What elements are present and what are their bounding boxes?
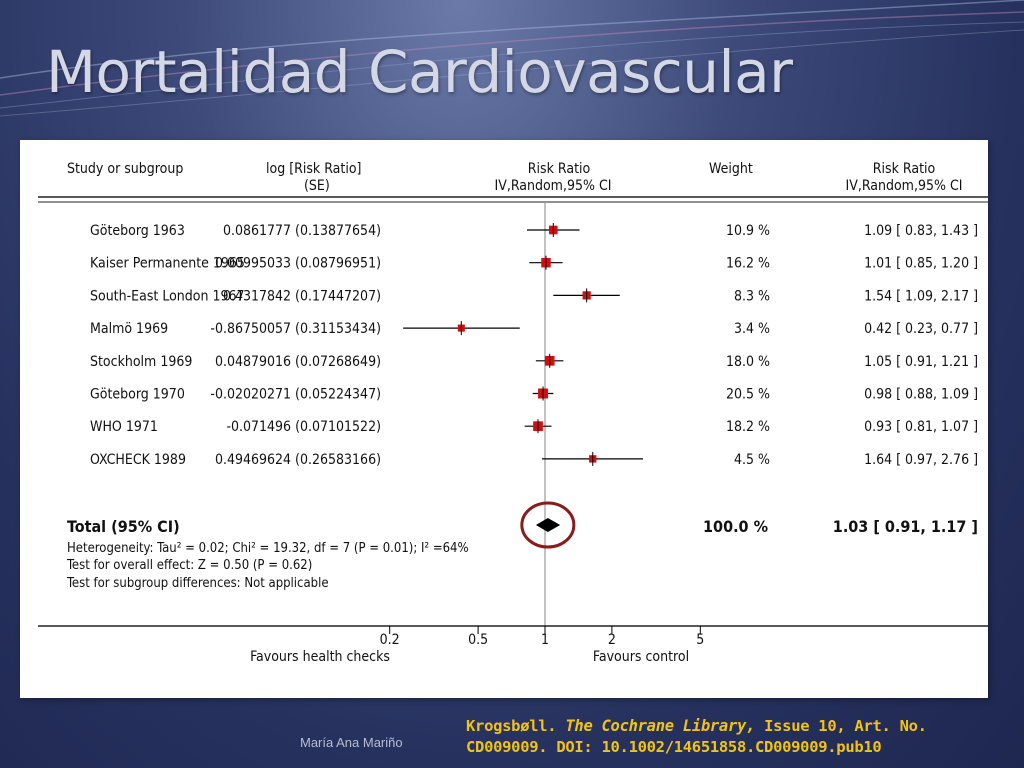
subgroup-test-text: Test for subgroup differences: Not appli… — [66, 576, 329, 591]
study-rr-text: 0.98 [ 0.88, 1.09 ] — [864, 387, 978, 403]
x-axis: 0.2 0.5 1 2 5 — [380, 626, 704, 648]
study-name: WHO 1971 — [90, 419, 158, 435]
author-name: María Ana Mariño — [300, 735, 403, 750]
header-rr-plot-method: IV,Random,95% CI — [495, 178, 612, 194]
study-log-rr-se: 0.04879016 (0.07268649) — [215, 354, 381, 370]
citation: Krogsbøll. The Cochrane Library, Issue 1… — [466, 716, 1016, 758]
citation-issue: Issue 10, Art. No. — [764, 717, 927, 735]
header-rr-text: Risk Ratio — [873, 161, 936, 177]
header-rr-plot: Risk Ratio — [528, 161, 591, 177]
study-rows: Göteborg 1963 0.0861777 (0.13877654) 10.9 … — [90, 223, 978, 468]
study-weight: 3.4 % — [734, 321, 770, 337]
favours-left-label: Favours health checks — [250, 649, 390, 665]
study-name: Göteborg 1970 — [90, 387, 185, 403]
total-weight: 100.0 % — [703, 517, 768, 536]
header-rr-text-method: IV,Random,95% CI — [846, 178, 963, 194]
header-log-rr-se: (SE) — [304, 178, 330, 194]
heterogeneity-text: Heterogeneity: Tau² = 0.02; Chi² = 19.32… — [67, 541, 469, 556]
study-rr-text: 0.42 [ 0.23, 0.77 ] — [864, 321, 978, 337]
study-weight: 18.2 % — [726, 419, 770, 435]
study-log-rr-se: -0.02020271 (0.05224347) — [210, 387, 381, 403]
study-log-rr-se: 0.0861777 (0.13877654) — [223, 223, 381, 239]
plot-marks — [403, 202, 643, 626]
total-rr-text: 1.03 [ 0.91, 1.17 ] — [833, 517, 978, 536]
highlight-circle — [520, 501, 576, 549]
study-weight: 16.2 % — [726, 256, 770, 272]
header-study: Study or subgroup — [67, 161, 183, 177]
study-rr-text: 1.54 [ 1.09, 2.17 ] — [864, 288, 978, 304]
study-weight: 20.5 % — [726, 387, 770, 403]
study-name: South-East London 1967 — [90, 288, 245, 304]
study-name: OXCHECK 1989 — [90, 452, 186, 468]
favours-right-label: Favours control — [593, 649, 689, 665]
header-weight: Weight — [709, 161, 753, 177]
study-weight: 10.9 % — [726, 223, 770, 239]
decorative-swoosh — [0, 0, 1024, 117]
study-rr-text: 1.09 [ 0.83, 1.43 ] — [864, 223, 978, 239]
total-label: Total (95% CI) — [67, 517, 180, 536]
slide-title: Mortalidad Cardiovascular — [46, 38, 793, 106]
citation-journal: The Cochrane Library, — [565, 717, 756, 735]
citation-authors: Krogsbøll. — [466, 717, 557, 735]
total-diamond — [535, 518, 561, 532]
citation-doi: CD009009. DOI: 10.1002/14651858.CD009009… — [466, 738, 882, 756]
study-rr-text: 1.01 [ 0.85, 1.20 ] — [864, 256, 978, 272]
study-log-rr-se: 0.00995033 (0.08796951) — [215, 256, 381, 272]
study-name: Göteborg 1963 — [90, 223, 185, 239]
x-axis-tick-label: 0.2 — [380, 632, 400, 648]
study-name: Kaiser Permanente 1965 — [90, 256, 245, 272]
study-weight: 18.0 % — [726, 354, 770, 370]
header-log-rr: log [Risk Ratio] — [266, 161, 361, 177]
study-weight: 4.5 % — [734, 452, 770, 468]
study-log-rr-se: -0.071496 (0.07101522) — [226, 419, 381, 435]
study-log-rr-se: 0.49469624 (0.26583166) — [215, 452, 381, 468]
x-axis-tick-label: 1 — [541, 632, 549, 648]
forest-plot-panel: Study or subgroup log [Risk Ratio] (SE) … — [20, 140, 988, 698]
study-name: Stockholm 1969 — [90, 354, 192, 370]
study-rr-text: 1.64 [ 0.97, 2.76 ] — [864, 452, 978, 468]
x-axis-tick-label: 0.5 — [468, 632, 488, 648]
overall-effect-text: Test for overall effect: Z = 0.50 (P = 0… — [66, 558, 312, 573]
study-log-rr-se: -0.86750057 (0.31153434) — [210, 321, 381, 337]
x-axis-tick-label: 5 — [696, 632, 704, 648]
study-weight: 8.3 % — [734, 288, 770, 304]
study-rr-text: 1.05 [ 0.91, 1.21 ] — [864, 354, 978, 370]
x-axis-tick-label: 2 — [608, 632, 616, 648]
study-log-rr-se: 0.4317842 (0.17447207) — [223, 288, 381, 304]
study-rr-text: 0.93 [ 0.81, 1.07 ] — [864, 419, 978, 435]
forest-plot: Study or subgroup log [Risk Ratio] (SE) … — [38, 161, 988, 665]
study-name: Malmö 1969 — [90, 321, 168, 337]
